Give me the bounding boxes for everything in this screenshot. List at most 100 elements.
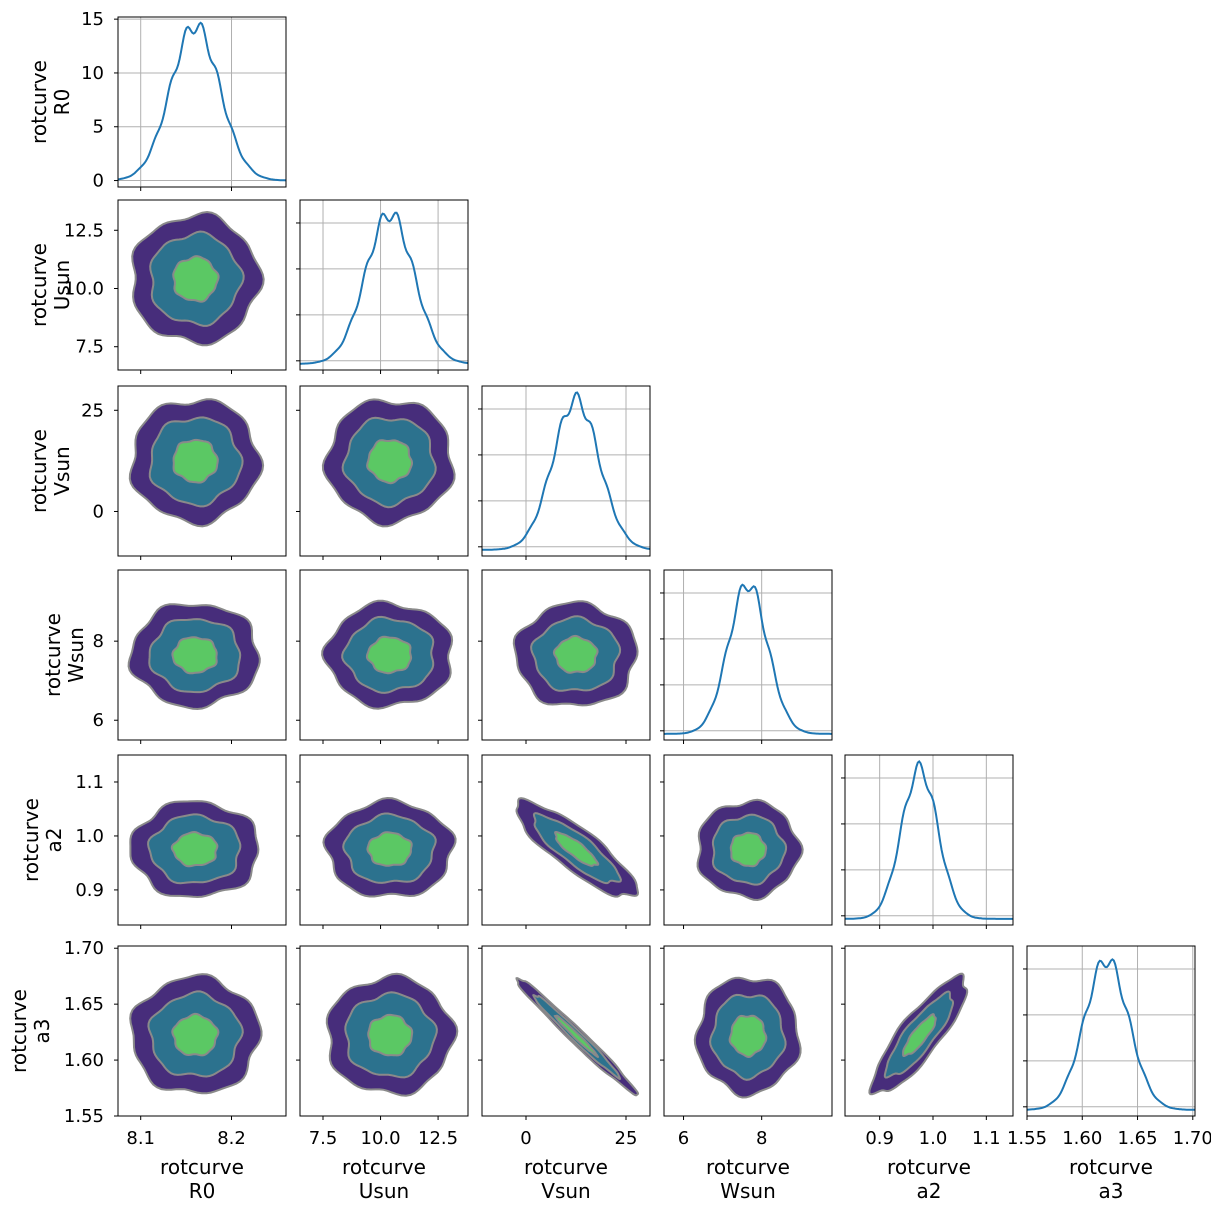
panel-Vsun-Vsun xyxy=(478,385,651,560)
x-tick-label: 6 xyxy=(678,1128,689,1149)
panel-frame xyxy=(1026,945,1196,1117)
y-axis-label-Usun-name: Usun xyxy=(50,260,74,310)
contour-level-1sigma xyxy=(902,1013,937,1057)
y-axis-label-group: rotcurve a3 xyxy=(7,989,54,1073)
panel-frame xyxy=(117,945,287,1117)
x-tick-label: 0.9 xyxy=(865,1128,894,1149)
x-tick-label: 1.0 xyxy=(919,1128,948,1149)
y-axis-label-group: rotcurve Vsun xyxy=(27,429,74,513)
y-tick-label: 1.1 xyxy=(75,772,104,793)
x-tick-label: 8 xyxy=(756,1128,767,1149)
x-tick-label: 8.2 xyxy=(217,1128,246,1149)
panel-frame xyxy=(299,199,469,371)
y-axis-label-Usun: rotcurve xyxy=(27,243,51,327)
density-tick-label: 10 xyxy=(81,63,104,84)
density-tick-label: 5 xyxy=(93,117,104,138)
panel-frame xyxy=(117,754,287,926)
x-tick-label: 1.60 xyxy=(1062,1128,1102,1149)
x-axis-label-R0: rotcurve xyxy=(160,1155,244,1179)
x-axis-label-Wsun: rotcurve xyxy=(706,1155,790,1179)
x-axis-label-Vsun-name: Vsun xyxy=(541,1179,590,1203)
contour-level-1sigma xyxy=(554,831,600,867)
y-tick-label: 0.9 xyxy=(75,880,104,901)
y-axis-label-R0-name: R0 xyxy=(50,89,74,116)
contour-level-1sigma xyxy=(171,1012,220,1057)
panel-Vsun-a2 xyxy=(478,754,651,929)
x-tick-label: 1.55 xyxy=(1007,1128,1047,1149)
x-axis-label-Usun-name: Usun xyxy=(359,1179,409,1203)
y-tick-label: 6 xyxy=(93,710,104,731)
panel-frame xyxy=(299,385,469,557)
panel-frame xyxy=(117,385,287,557)
panel-Usun-a3 xyxy=(296,945,469,1120)
kde-curve-R0 xyxy=(118,21,286,182)
panel-frame xyxy=(117,199,287,371)
y-tick-label: 1.0 xyxy=(75,826,104,847)
y-tick-label: 1.55 xyxy=(64,1106,104,1127)
x-tick-label: 25 xyxy=(615,1128,638,1149)
contour-level-1sigma xyxy=(172,438,219,484)
contour-level-1sigma xyxy=(170,830,219,868)
y-tick-label: 8 xyxy=(93,631,104,652)
kde-curve-a3 xyxy=(1027,958,1195,1111)
y-tick-label: 7.5 xyxy=(75,337,104,358)
panel-frame xyxy=(844,945,1014,1117)
x-tick-label: 1.70 xyxy=(1173,1128,1211,1149)
y-tick-label: 10.0 xyxy=(64,278,104,299)
y-tick-label: 0 xyxy=(93,501,104,522)
contour-level-1sigma xyxy=(172,255,220,303)
x-axis-label-a3: rotcurve xyxy=(1069,1155,1153,1179)
panel-frame xyxy=(299,945,469,1117)
kde-curve-Usun xyxy=(300,211,468,365)
panel-frame xyxy=(299,754,469,926)
panel-frame xyxy=(299,569,469,741)
contour-level-1sigma xyxy=(553,1014,600,1059)
contour-level-1sigma xyxy=(552,634,599,674)
panel-R0-R0 xyxy=(114,16,287,191)
y-axis-label-Wsun: rotcurve xyxy=(41,613,65,697)
panel-frame xyxy=(844,754,1014,926)
panel-Usun-Wsun xyxy=(296,569,469,744)
panel-frame xyxy=(481,569,651,741)
panel-Usun-Vsun xyxy=(296,385,469,560)
y-axis-label-Vsun-name: Vsun xyxy=(50,446,74,495)
contour-level-1sigma xyxy=(367,1013,414,1057)
x-tick-label: 7.5 xyxy=(309,1128,338,1149)
panel-frame xyxy=(117,16,287,188)
panel-frame xyxy=(663,754,833,926)
y-tick-label: 25 xyxy=(81,400,104,421)
panel-Wsun-a3 xyxy=(660,945,833,1120)
y-axis-label-R0: rotcurve xyxy=(27,60,51,144)
x-tick-label: 10.0 xyxy=(361,1128,401,1149)
panel-a2-a2 xyxy=(841,754,1014,929)
panel-frame xyxy=(481,385,651,557)
x-tick-label: 1.1 xyxy=(972,1128,1001,1149)
x-tick-label: 0 xyxy=(520,1128,531,1149)
panel-R0-a2 xyxy=(114,754,287,929)
x-axis-label-a2: rotcurve xyxy=(887,1155,971,1179)
kde-curve-Vsun xyxy=(482,391,650,551)
y-tick-label: 1.60 xyxy=(64,1050,104,1071)
y-axis-label-a2: rotcurve xyxy=(19,798,43,882)
panel-R0-Usun xyxy=(114,199,287,374)
panel-Usun-a2 xyxy=(296,754,469,929)
y-tick-label: 12.5 xyxy=(64,220,104,241)
panel-frame xyxy=(117,569,287,741)
panel-frame xyxy=(663,569,833,741)
panel-frame xyxy=(481,754,651,926)
density-tick-label: 15 xyxy=(81,9,104,30)
x-axis-label-a3-name: a3 xyxy=(1099,1179,1124,1203)
x-tick-label: 8.1 xyxy=(126,1128,155,1149)
panel-frame xyxy=(481,945,651,1117)
y-axis-label-Wsun-name: Wsun xyxy=(64,627,88,683)
panel-a2-a3 xyxy=(841,945,1014,1120)
y-axis-label-group: rotcurve Usun xyxy=(27,243,74,327)
panel-R0-Vsun xyxy=(114,385,287,560)
y-tick-label: 1.70 xyxy=(64,938,104,959)
contour-level-1sigma xyxy=(728,1014,768,1059)
y-tick-label: 1.65 xyxy=(64,994,104,1015)
panel-Vsun-a3 xyxy=(478,945,651,1120)
y-axis-label-Vsun: rotcurve xyxy=(27,429,51,513)
x-axis-label-Wsun-name: Wsun xyxy=(720,1179,776,1203)
